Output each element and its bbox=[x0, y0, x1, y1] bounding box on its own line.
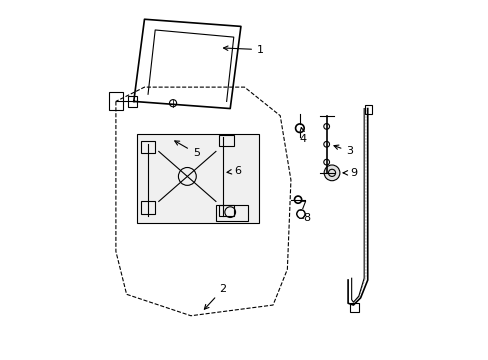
Text: 5: 5 bbox=[174, 141, 199, 158]
Text: 9: 9 bbox=[343, 168, 356, 178]
Text: 1: 1 bbox=[223, 45, 264, 55]
Bar bbox=[349, 303, 358, 312]
Bar bbox=[108, 93, 123, 111]
Text: 6: 6 bbox=[226, 166, 240, 176]
Bar bbox=[141, 141, 155, 153]
Bar bbox=[141, 202, 155, 214]
Text: 7: 7 bbox=[298, 202, 305, 211]
Bar bbox=[219, 135, 233, 146]
Circle shape bbox=[324, 165, 339, 181]
Text: 3: 3 bbox=[333, 145, 353, 157]
Bar bbox=[128, 96, 137, 107]
Bar bbox=[216, 205, 247, 221]
Bar bbox=[137, 134, 258, 223]
Text: 8: 8 bbox=[303, 212, 310, 222]
Text: 4: 4 bbox=[299, 127, 306, 144]
Bar bbox=[365, 105, 372, 114]
Text: 2: 2 bbox=[204, 284, 226, 309]
Bar bbox=[219, 205, 233, 216]
